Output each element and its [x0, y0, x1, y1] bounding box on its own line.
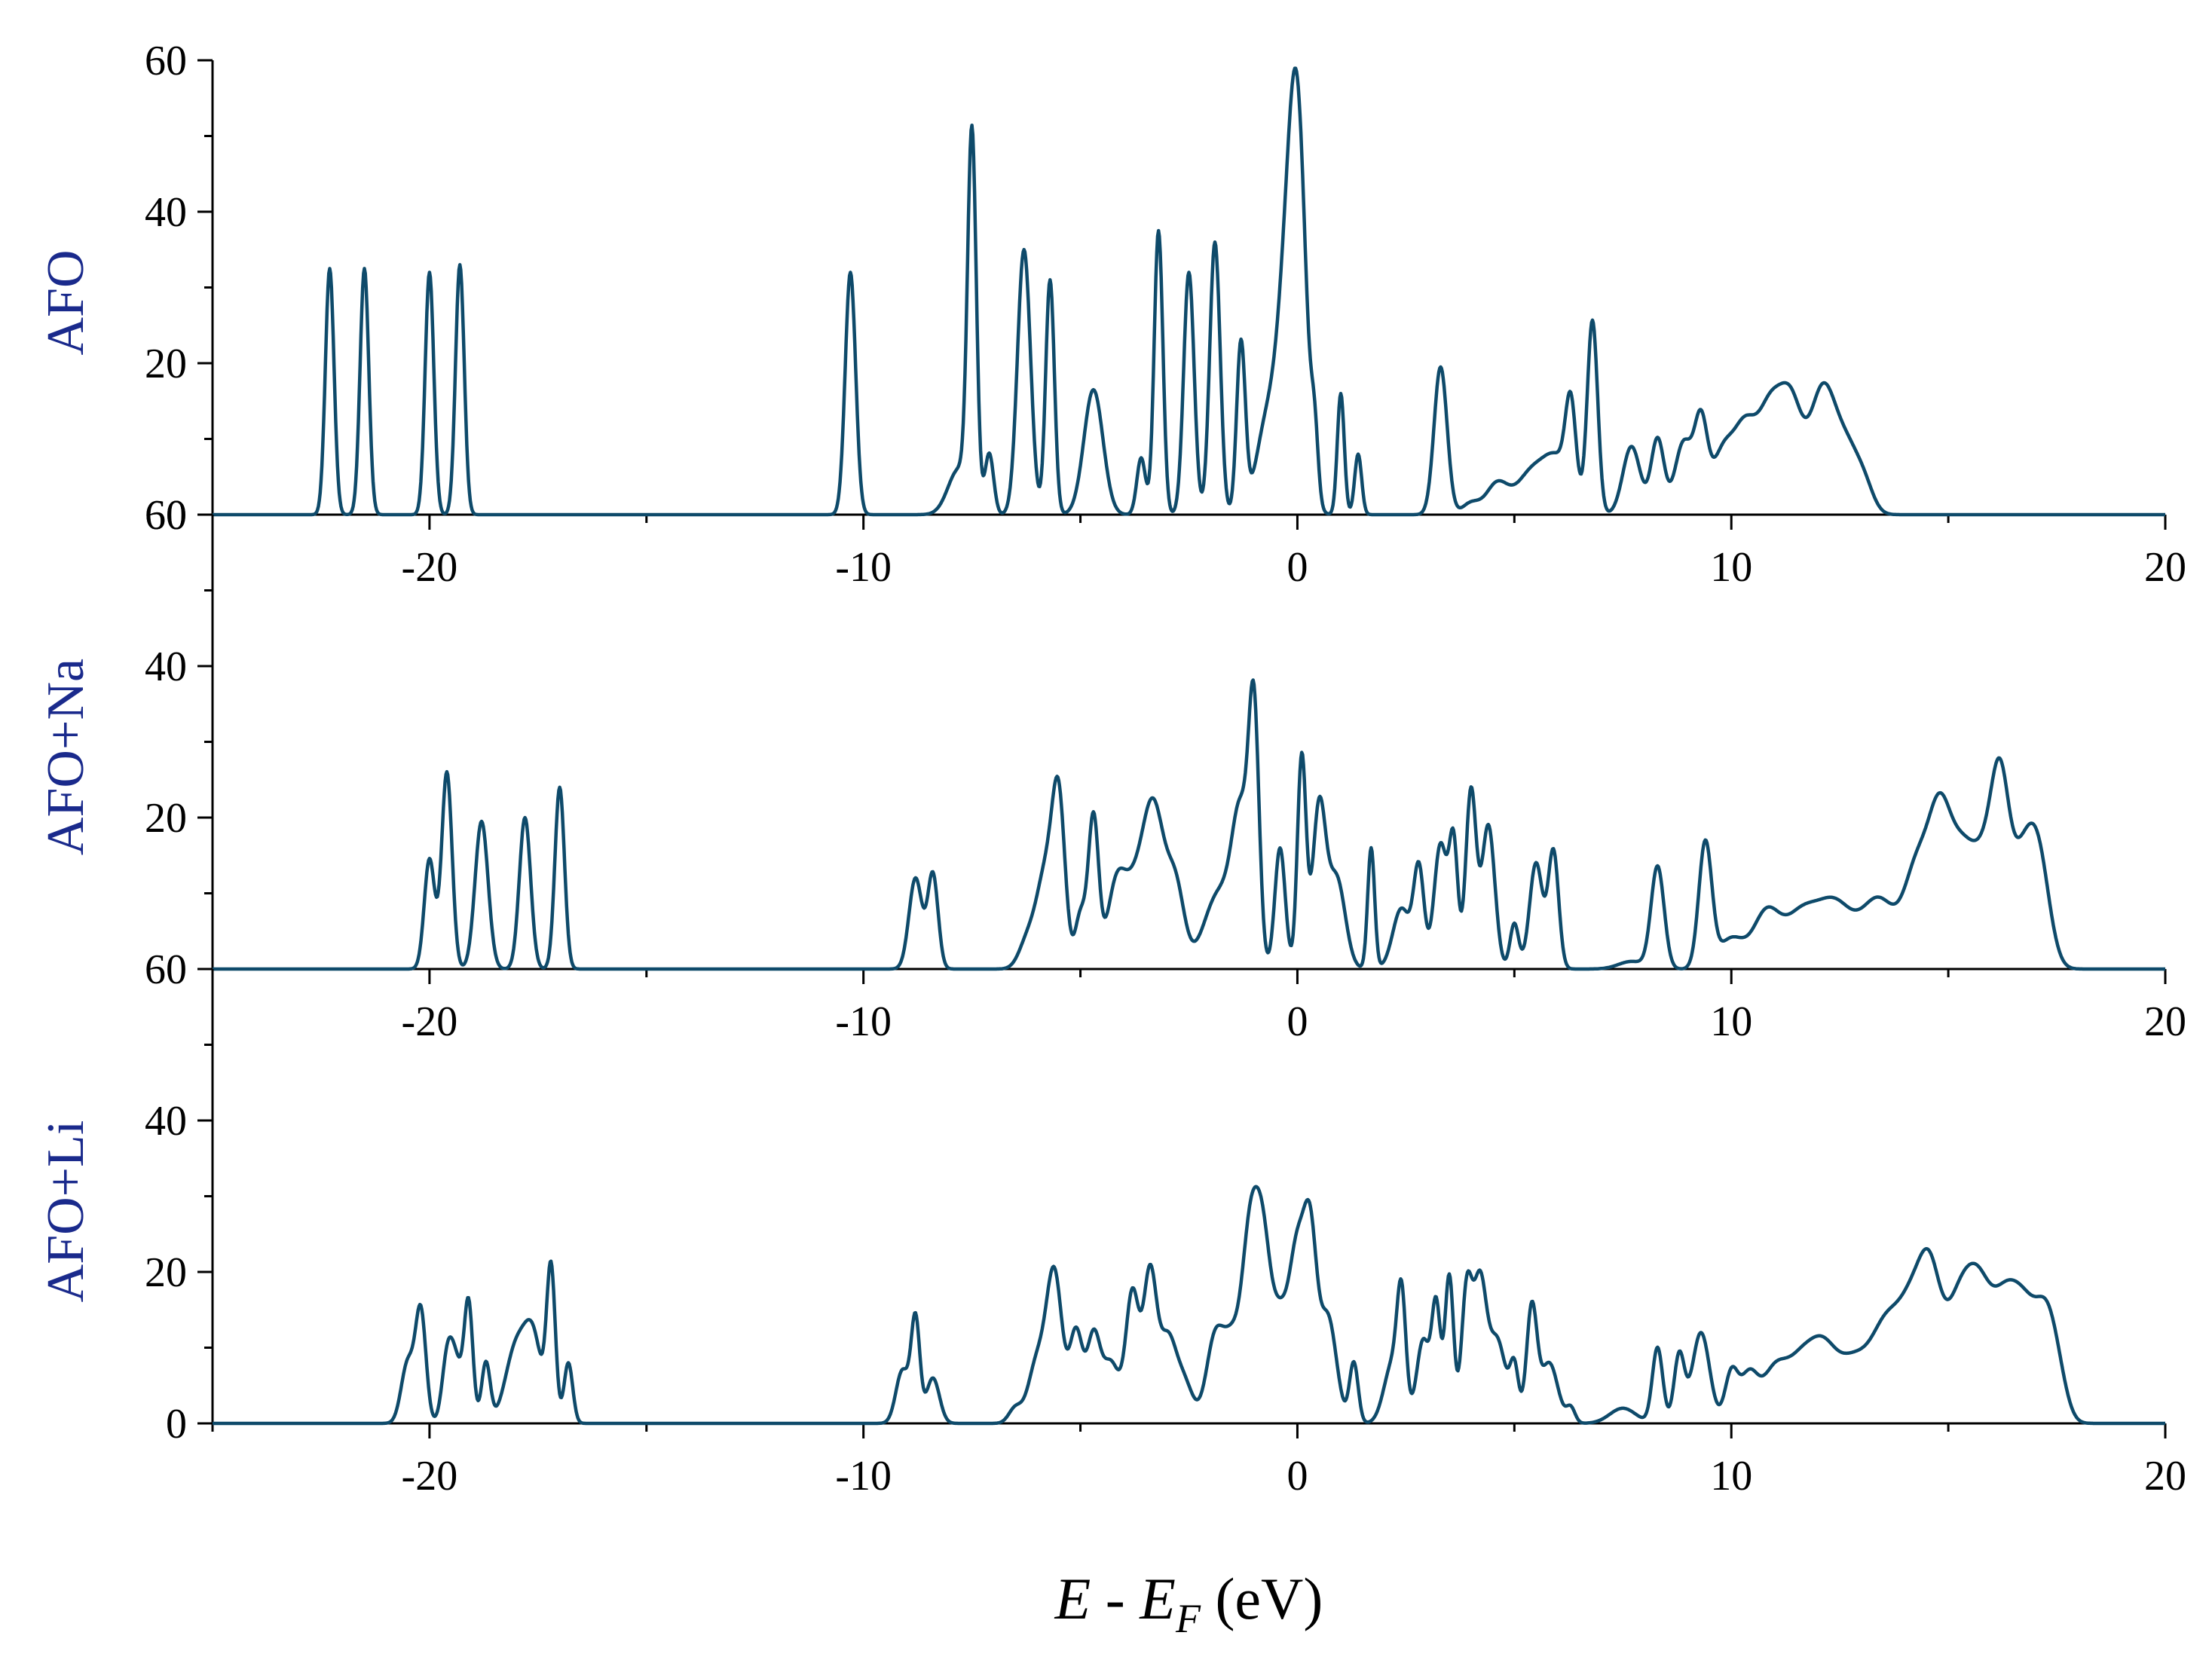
x-tick-label: 0	[1287, 998, 1308, 1045]
x-axis-title: E - EF (eV)	[1054, 1566, 1323, 1641]
x-tick-label: 20	[2144, 998, 2186, 1045]
x-tick-label: 20	[2144, 544, 2186, 591]
panel-afo-plus-li: 0 20 40 -20 -10 0 10 20 AFO+Li	[37, 968, 2186, 1500]
x-tick-label: -20	[402, 1453, 458, 1500]
y-tick-label: 60	[145, 38, 187, 84]
y-baseline-label: 60	[145, 492, 187, 539]
x-tick-label: -10	[835, 998, 892, 1045]
dos-series-line	[211, 678, 2167, 971]
y-tick-label: 60	[145, 492, 187, 539]
y-tick-label: 40	[145, 1098, 187, 1145]
x-tick-label: 10	[1710, 1453, 1752, 1500]
x-tick-label: 0	[1287, 544, 1308, 591]
x-tick-label: 0	[1287, 1453, 1308, 1500]
panel-label: AFO	[37, 249, 95, 355]
x-tick-label: -20	[402, 544, 458, 591]
dos-series-line	[211, 1185, 2167, 1426]
panel-label: AFO+Na	[37, 659, 95, 855]
y-tick-label: 0	[166, 1401, 187, 1448]
x-axis-title-part: (eV)	[1201, 1566, 1323, 1631]
x-axis-title-part: F	[1175, 1596, 1201, 1641]
y-tick-label: 40	[145, 644, 187, 690]
y-baseline-label: 60	[145, 946, 187, 993]
x-tick-label: 10	[1710, 998, 1752, 1045]
y-tick-label: 20	[145, 341, 187, 387]
panel-afo: 20 40 60 60 -20 -10 0 10 20 AFO	[37, 38, 2186, 591]
x-tick-label: 10	[1710, 544, 1752, 591]
x-tick-label: 20	[2144, 1453, 2186, 1500]
dos-series-line	[211, 66, 2167, 517]
y-tick-label: 20	[145, 1249, 187, 1296]
panel-afo-plus-na: 20 40 60 60 -20 -10 0 10 20 AFO+Na	[37, 492, 2186, 1045]
x-tick-label: -10	[835, 1453, 892, 1500]
x-tick-label: -20	[402, 998, 458, 1045]
panel-label: AFO+Li	[37, 1120, 95, 1303]
x-axis-title-part: -	[1091, 1566, 1140, 1631]
x-tick-label: -10	[835, 544, 892, 591]
y-tick-label: 40	[145, 189, 187, 236]
x-axis-title-part: E	[1054, 1566, 1091, 1631]
y-tick-label: 20	[145, 795, 187, 842]
x-axis-title-part: E	[1139, 1566, 1176, 1631]
